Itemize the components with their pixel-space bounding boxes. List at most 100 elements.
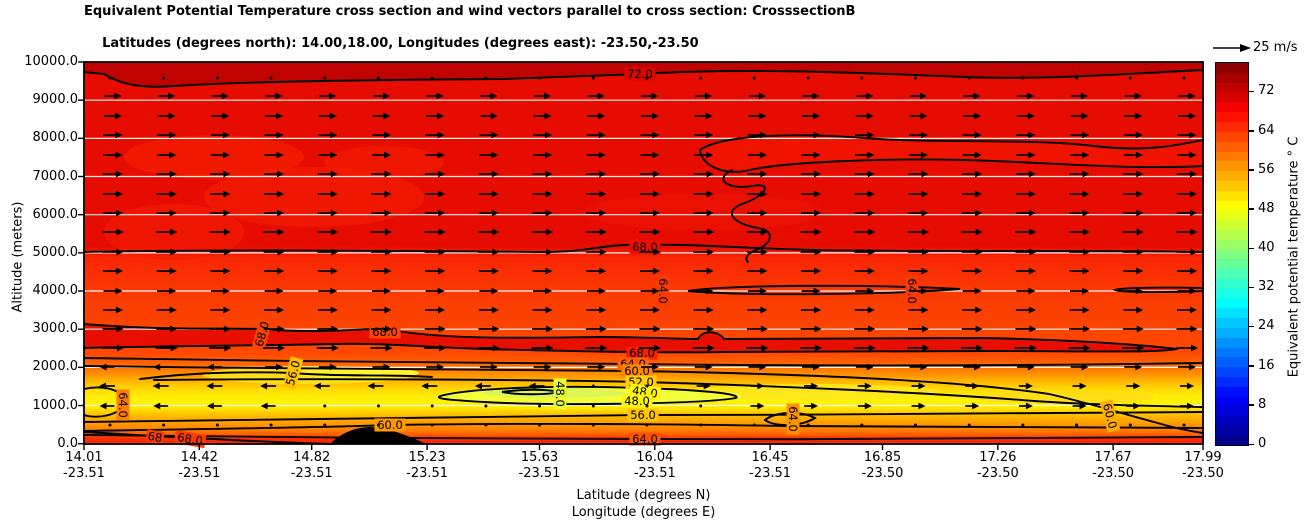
colorbar-bin [1216,229,1248,240]
colorbar-bin [1216,435,1248,446]
contour-label: 56.0 [630,408,656,422]
colorbar-tick-mark [1249,90,1254,93]
contour-label: 64.0 [786,406,800,432]
y-tick-label: 3000.0 [32,321,79,337]
contour-label: 68.0 [632,240,658,254]
colorbar-bin [1216,111,1248,123]
x-tick-label: 17.67 -23.50 [1092,450,1135,481]
colorbar-tick-label: 72 [1258,83,1275,99]
x-tick-label: 17.26 -23.50 [976,450,1019,481]
colorbar-tick-label: 16 [1258,357,1275,373]
colorbar-bin [1216,190,1248,201]
colorbar-bin [1216,307,1248,319]
x-tick-label: 17.99 -23.50 [1182,450,1224,481]
colorbar-bin [1216,82,1248,93]
colorbar-tick-label: 0 [1258,436,1267,451]
contour-label: 60.0 [377,418,403,432]
colorbar-bin [1216,121,1248,133]
colorbar-bin [1216,258,1248,270]
terrain-silhouette [330,426,426,444]
contour-label: 68 [147,429,164,445]
contour-label: 64.0 [656,278,670,304]
colorbar-tick-label: 56 [1258,161,1275,177]
colorbar-bin [1216,425,1248,436]
colorbar-bin [1216,239,1248,250]
y-tick-label: 1000.0 [32,397,79,413]
contour-label: 64.0 [632,432,658,446]
y-tick-label: 6000.0 [32,206,79,222]
colorbar-bin [1216,92,1248,103]
y-tick-label: 9000.0 [32,92,79,108]
cross-section-plot: 72.068.064.0 64.068.0 68.068.064.060.052.0… [78,61,1204,450]
contour-line-labels: 72.068.064.0 64.068.0 68.068.064.060.052.0… [116,67,1121,448]
colorbar [1215,62,1249,446]
colorbar-bin [1216,415,1248,426]
colorbar-tick-mark [1249,286,1254,289]
y-tick-label: 8000.0 [32,130,79,146]
colorbar-bin [1216,327,1248,338]
colorbar-bin [1216,209,1248,221]
x-tick-label: 15.63 -23.51 [518,450,561,481]
colorbar-bin [1216,396,1248,407]
wind-vector-arrows [99,76,1198,427]
colorbar-bin [1216,278,1248,289]
y-tick-label: 7000.0 [32,168,79,184]
colorbar-bin [1216,63,1248,74]
contour-label: 64.0 [116,392,130,418]
colorbar-tick-label: 32 [1258,279,1275,295]
colorbar-bin [1216,405,1248,417]
colorbar-bin [1216,386,1248,397]
colorbar-bin [1216,141,1248,152]
y-tick-label: 10000.0 [24,54,78,69]
y-tick-label: 5000.0 [32,244,79,260]
y-tick-label: 2000.0 [32,359,79,375]
colorbar-bin [1216,288,1248,299]
colorbar-tick-mark [1249,169,1254,171]
colorbar-bin [1216,347,1248,358]
colorbar-tick-label: 64 [1258,122,1275,138]
contour-label: 60.0 [1100,402,1120,430]
x-tick-label: 16.04 -23.51 [633,450,676,481]
colorbar-bin [1216,200,1248,211]
y-tick-label: 4000.0 [32,283,79,299]
colorbar-bin [1216,170,1248,182]
colorbar-bin [1216,356,1248,368]
contour-label: 72.0 [627,67,653,81]
x-tick-label: 14.01 -23.51 [63,450,105,481]
colorbar-tick-mark [1249,247,1254,250]
quiver-key-label: 25 m/s [1253,40,1298,55]
colorbar-bin [1216,151,1248,162]
x-tick-label: 16.85 -23.50 [861,450,904,481]
colorbar-tick-mark [1249,365,1254,367]
axis-tick-marks [78,61,1204,450]
colorbar-tick-mark [1249,325,1254,328]
colorbar-tick-label: 40 [1258,240,1275,256]
colorbar-bin [1216,366,1248,377]
colorbar-bin [1216,317,1248,328]
colorbar-tick-label: 48 [1258,200,1275,216]
contour-label: 48.0 [624,394,650,408]
x-axis-label-latitude: Latitude (degrees N) [576,488,711,503]
x-tick-label: 15.23 -23.51 [406,450,449,481]
x-tick-label: 14.82 -23.51 [290,450,333,481]
colorbar-tick-label: 24 [1258,318,1275,334]
contour-label: 68.0 [629,346,655,360]
x-axis-label-longitude: Longitude (degrees E) [571,505,716,520]
contour-label: 56.0 [283,359,303,387]
x-tick-label: 16.45 -23.51 [749,450,792,481]
colorbar-bin [1216,249,1248,260]
x-tick-label: 14.42 -23.51 [178,450,221,481]
colorbar-bin [1216,102,1248,113]
colorbar-tick-mark [1249,404,1254,406]
colorbar-bin [1216,268,1248,279]
colorbar-bin [1216,72,1248,84]
colorbar-bin [1216,337,1248,348]
quiver-key-arrow [1213,44,1251,52]
title-line-2: Latitudes (degrees north): 14.00,18.00, … [102,36,699,51]
colorbar-bin [1216,219,1248,230]
y-tick-label: 0.0 [57,435,78,451]
colorbar-tick-mark [1249,208,1254,210]
title-line-1: Equivalent Potential Temperature cross s… [84,4,856,19]
colorbar-bin [1216,160,1248,172]
